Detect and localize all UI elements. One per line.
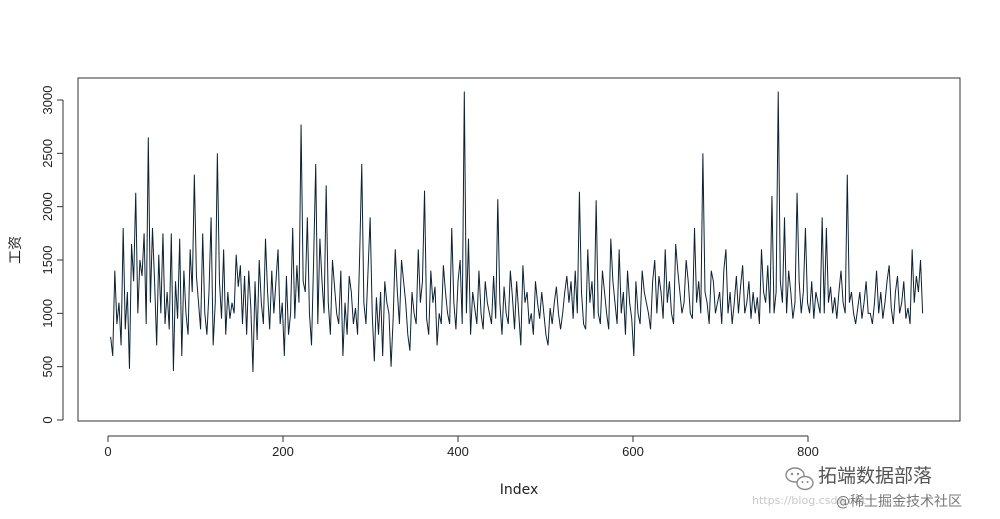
wechat-logo-icon [785,467,814,491]
y-tick-label: 2000 [40,192,55,221]
x-tick-label: 600 [622,444,644,459]
x-tick-label: 800 [797,444,819,459]
x-tick-label: 0 [104,444,111,459]
plot-frame [77,77,961,422]
y-tick-label: 0 [40,416,55,423]
y-tick-label: 1000 [40,299,55,328]
y-tick-label: 500 [40,356,55,378]
watermark-title: 拓端数据部落 [818,465,932,487]
y-tick-label: 1500 [40,246,55,275]
watermark-url: https://blog.csdn.net [752,494,867,507]
x-tick-label: 200 [272,444,294,459]
x-axis: 0 200 400 600 800 [104,435,819,459]
x-tick-label: 400 [447,444,469,459]
watermark: https://blog.csdn.net 拓端数据部落 @稀土掘金技术社区 [752,465,962,510]
y-tick-label: 3000 [40,86,55,115]
y-axis-title: 工资 [8,236,24,264]
x-axis-title: Index [500,482,539,498]
y-axis: 0 500 1000 1500 2000 2500 3000 [40,86,64,424]
y-tick-label: 2500 [40,139,55,168]
series-line-工资 [110,91,924,373]
watermark-subtitle: @稀土掘金技术社区 [836,494,962,510]
